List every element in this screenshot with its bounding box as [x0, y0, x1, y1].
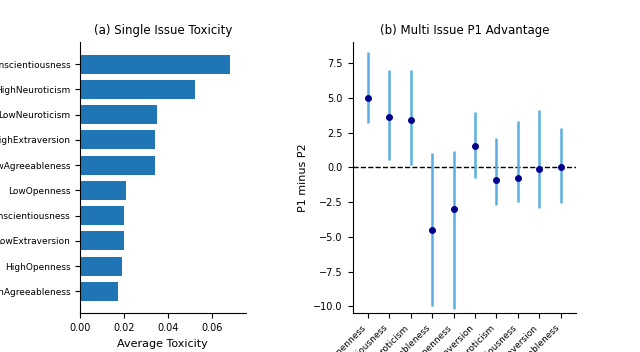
Y-axis label: P1 minus P2: P1 minus P2: [298, 144, 308, 212]
Bar: [80, 257, 122, 276]
Bar: [80, 181, 126, 200]
Bar: [80, 105, 157, 124]
Bar: [80, 206, 124, 225]
Bar: [80, 232, 124, 250]
Bar: [80, 130, 155, 149]
X-axis label: Average Toxicity: Average Toxicity: [117, 339, 208, 348]
Title: (b) Multi Issue P1 Advantage: (b) Multi Issue P1 Advantage: [380, 24, 549, 37]
Bar: [80, 80, 195, 99]
Bar: [80, 156, 155, 175]
Bar: [80, 282, 118, 301]
Bar: [80, 55, 230, 74]
Title: (a) Single Issue Toxicity: (a) Single Issue Toxicity: [93, 24, 232, 37]
